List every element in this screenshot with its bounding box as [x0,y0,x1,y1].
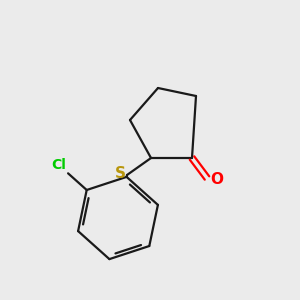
Text: O: O [211,172,224,188]
Text: S: S [115,167,125,182]
Text: Cl: Cl [52,158,67,172]
